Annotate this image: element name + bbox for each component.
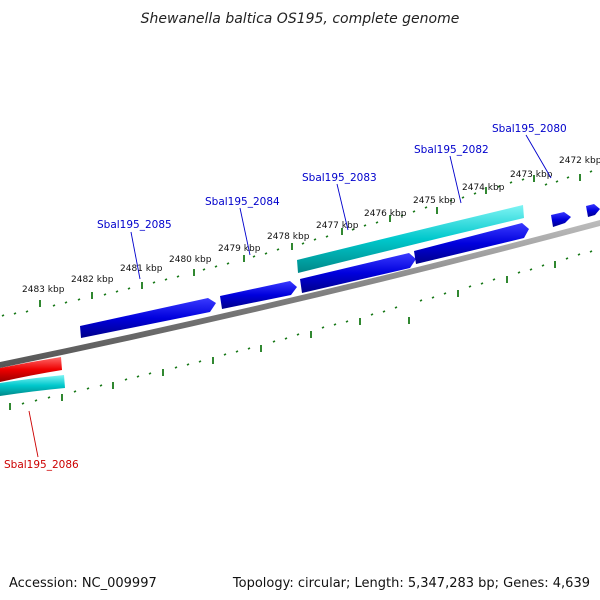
accession-text: Accession: NC_009997 [9,576,157,591]
genome-backbone [0,220,600,368]
tick-label: 2473 kbp [510,170,553,180]
tick-label: 2472 kbp [559,156,600,166]
map-title: Shewanella baltica OS195, complete genom… [141,11,460,27]
forward-strand-genes [80,204,600,338]
gene-feature[interactable] [297,205,524,273]
gene-label-sbal195-2082[interactable]: Sbal195_2082 [414,144,489,156]
tick-label: 2474 kbp [462,183,505,193]
tick-label: 2476 kbp [364,209,407,219]
gene-label-leader [336,183,349,231]
tick-label: 2482 kbp [71,275,114,285]
tick-label: 2480 kbp [169,255,212,265]
tick-label: 2477 kbp [316,221,359,231]
gene-label-leader [130,231,141,280]
gene-labels: Sbal195_2085 Sbal195_2084 Sbal195_2083 S… [4,123,567,471]
tick-labels: 2483 kbp 2482 kbp 2481 kbp 2480 kbp 2479… [22,156,600,295]
outer-tick-ring [1,170,593,317]
gene-label-sbal195-2084[interactable]: Sbal195_2084 [205,196,280,208]
tick-label: 2483 kbp [22,285,65,295]
gene-label-sbal195-2085[interactable]: Sbal195_2085 [97,219,172,231]
gene-feature-reverse[interactable] [0,357,62,382]
gene-feature[interactable] [586,204,600,217]
gene-label-leader [28,410,39,458]
gene-feature[interactable] [300,253,416,293]
other-genes [0,205,524,396]
gene-label-leader [239,207,251,256]
gene-label-sbal195-2080[interactable]: Sbal195_2080 [492,123,567,135]
tick-label: 2481 kbp [120,264,163,274]
gene-feature[interactable] [551,212,571,227]
tick-label: 2479 kbp [218,244,261,254]
gene-feature[interactable] [414,223,529,264]
topology-text: Topology: circular; Length: 5,347,283 bp… [232,576,590,591]
gene-label-leader [449,155,462,204]
inner-tick-ring [9,250,593,410]
gene-label-sbal195-2083[interactable]: Sbal195_2083 [302,172,377,184]
gene-label-sbal195-2086[interactable]: Sbal195_2086 [4,459,79,471]
gene-feature[interactable] [220,281,297,309]
gene-feature[interactable] [0,375,65,396]
gene-feature[interactable] [80,298,216,338]
tick-label: 2475 kbp [413,196,456,206]
tick-label: 2478 kbp [267,232,310,242]
gene-label-leader [525,134,552,179]
